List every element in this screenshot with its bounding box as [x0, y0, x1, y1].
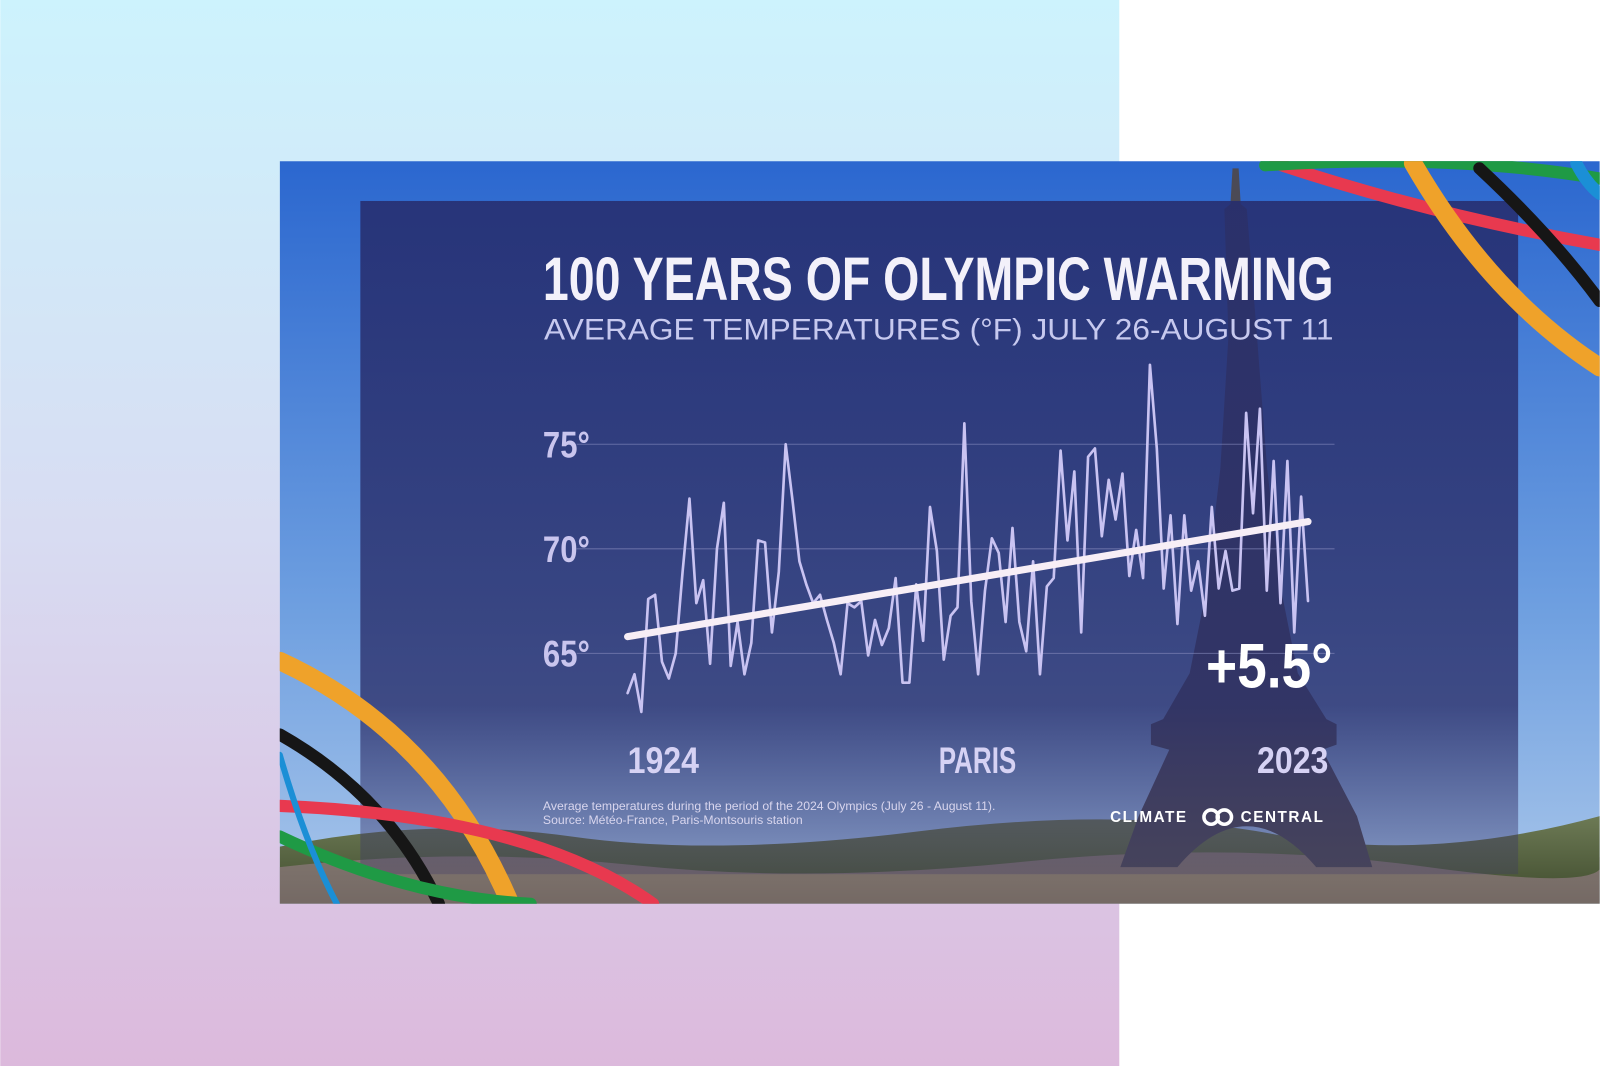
y-tick-label: 75° [543, 425, 590, 466]
footnote: Source: Météo-France, Paris-Montsouris s… [543, 813, 803, 827]
chart-subtitle: AVERAGE TEMPERATURES (°F) JULY 26-AUGUST… [544, 314, 1334, 347]
footnote: Average temperatures during the period o… [543, 799, 995, 813]
brand-logo [1202, 808, 1234, 827]
trend-line [624, 518, 1312, 641]
x-tick-label: 2023 [1257, 740, 1328, 781]
card: 100 YEARS OF OLYMPIC WARMING AVERAGE TEM… [279, 161, 1600, 904]
panel [360, 200, 1519, 875]
location-label: PARIS [939, 740, 1017, 781]
ribbons [279, 161, 1600, 904]
plot: 65° 70° 75° 1924 2023 [543, 363, 1335, 781]
data-line [626, 363, 1310, 714]
brand-text: CLIMATE [1110, 809, 1188, 826]
y-tick-label: 70° [543, 529, 590, 570]
brand-text: CENTRAL [1241, 809, 1325, 826]
y-tick-label: 65° [543, 634, 590, 675]
chart-title: 100 YEARS OF OLYMPIC WARMING [543, 245, 1334, 313]
annotation: +5.5° [1206, 632, 1332, 702]
x-tick-label: 1924 [628, 740, 700, 781]
